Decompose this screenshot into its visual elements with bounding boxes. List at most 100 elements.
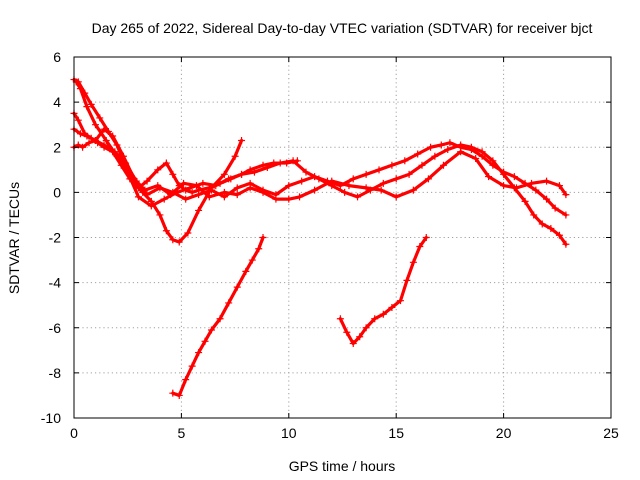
data-point <box>147 202 155 210</box>
data-point <box>220 170 228 178</box>
data-point <box>362 324 370 332</box>
data-point <box>259 234 267 241</box>
data-point <box>242 267 250 275</box>
data-point <box>182 376 190 384</box>
data-point <box>195 349 203 357</box>
data-point <box>354 193 362 201</box>
y-tick-label: 4 <box>53 94 61 110</box>
data-point <box>246 179 254 187</box>
x-tick-labels: 0 5 10 15 20 25 <box>70 425 619 441</box>
data-point <box>467 143 475 151</box>
data-point <box>311 186 319 194</box>
data-point <box>276 159 284 167</box>
data-point <box>543 195 551 203</box>
data-point <box>195 191 203 199</box>
data-point <box>409 258 417 266</box>
data-point <box>356 333 364 341</box>
data-point <box>169 236 177 244</box>
y-tick-label: 6 <box>53 49 61 65</box>
data-point <box>175 238 183 246</box>
x-tick-label: 5 <box>178 425 186 441</box>
data-point <box>102 136 110 144</box>
data-point <box>328 182 336 190</box>
x-tick-label: 10 <box>281 425 297 441</box>
data-point <box>371 315 379 323</box>
series-line <box>72 111 299 194</box>
data-point <box>555 231 563 239</box>
data-point <box>298 177 306 185</box>
data-point <box>113 152 121 160</box>
data-point <box>143 177 151 185</box>
y-tick-label: 2 <box>53 139 61 155</box>
data-point <box>195 206 203 214</box>
data-point <box>424 175 432 183</box>
y-tick-label: 0 <box>53 184 61 200</box>
data-point <box>362 170 370 178</box>
data-point <box>180 179 188 187</box>
data-point <box>538 220 546 228</box>
series-line <box>338 235 428 346</box>
data-point <box>532 186 540 194</box>
data-point <box>132 177 140 185</box>
data-point <box>175 182 183 190</box>
y-tick-label: -6 <box>49 320 62 336</box>
x-axis-label: GPS time / hours <box>289 458 396 474</box>
data-point <box>551 204 559 212</box>
data-point <box>414 150 422 158</box>
data-point <box>231 152 239 160</box>
data-point <box>388 161 396 169</box>
axis-ticks <box>73 56 612 419</box>
data-point <box>212 182 220 190</box>
series-track-6 <box>169 234 267 399</box>
data-point <box>349 175 357 183</box>
data-point <box>188 362 196 370</box>
data-point <box>422 234 430 241</box>
data-point <box>379 179 387 187</box>
data-point <box>250 168 258 176</box>
data-point <box>263 164 271 172</box>
data-point <box>169 389 177 397</box>
data-point <box>233 191 241 199</box>
x-tick-label: 20 <box>496 425 512 441</box>
data-point <box>431 152 439 160</box>
data-point <box>182 195 190 203</box>
chart-title: Day 265 of 2022, Sidereal Day-to-day VTE… <box>92 20 593 36</box>
data-point <box>345 182 353 190</box>
data-point <box>418 161 426 169</box>
data-point <box>377 186 385 194</box>
data-point <box>392 175 400 183</box>
data-point <box>302 168 310 176</box>
data-point <box>375 166 383 174</box>
data-point <box>188 188 196 196</box>
data-point <box>162 159 170 167</box>
y-tick-label: -10 <box>41 410 61 426</box>
data-point <box>555 182 563 190</box>
grid-lines <box>74 57 611 418</box>
data-point <box>74 116 82 124</box>
data-point <box>289 157 297 165</box>
x-tick-label: 0 <box>70 425 78 441</box>
data-point <box>562 211 570 219</box>
data-point <box>336 315 344 323</box>
data-point <box>392 193 400 201</box>
data-point <box>255 245 263 253</box>
data-point <box>259 186 267 194</box>
data-point <box>379 310 387 318</box>
data-point <box>530 211 538 219</box>
data-point <box>76 85 84 93</box>
data-point <box>233 184 241 192</box>
data-point <box>446 139 454 147</box>
data-point <box>285 182 293 190</box>
data-point <box>134 193 142 201</box>
data-point <box>478 148 486 156</box>
data-point <box>83 103 91 111</box>
data-point <box>156 184 164 192</box>
data-point <box>437 141 445 149</box>
data-point <box>162 227 170 235</box>
data-point <box>315 175 323 183</box>
series-track-5 <box>72 78 570 248</box>
data-point <box>343 328 351 336</box>
data-point <box>207 186 215 194</box>
data-point <box>169 170 177 178</box>
